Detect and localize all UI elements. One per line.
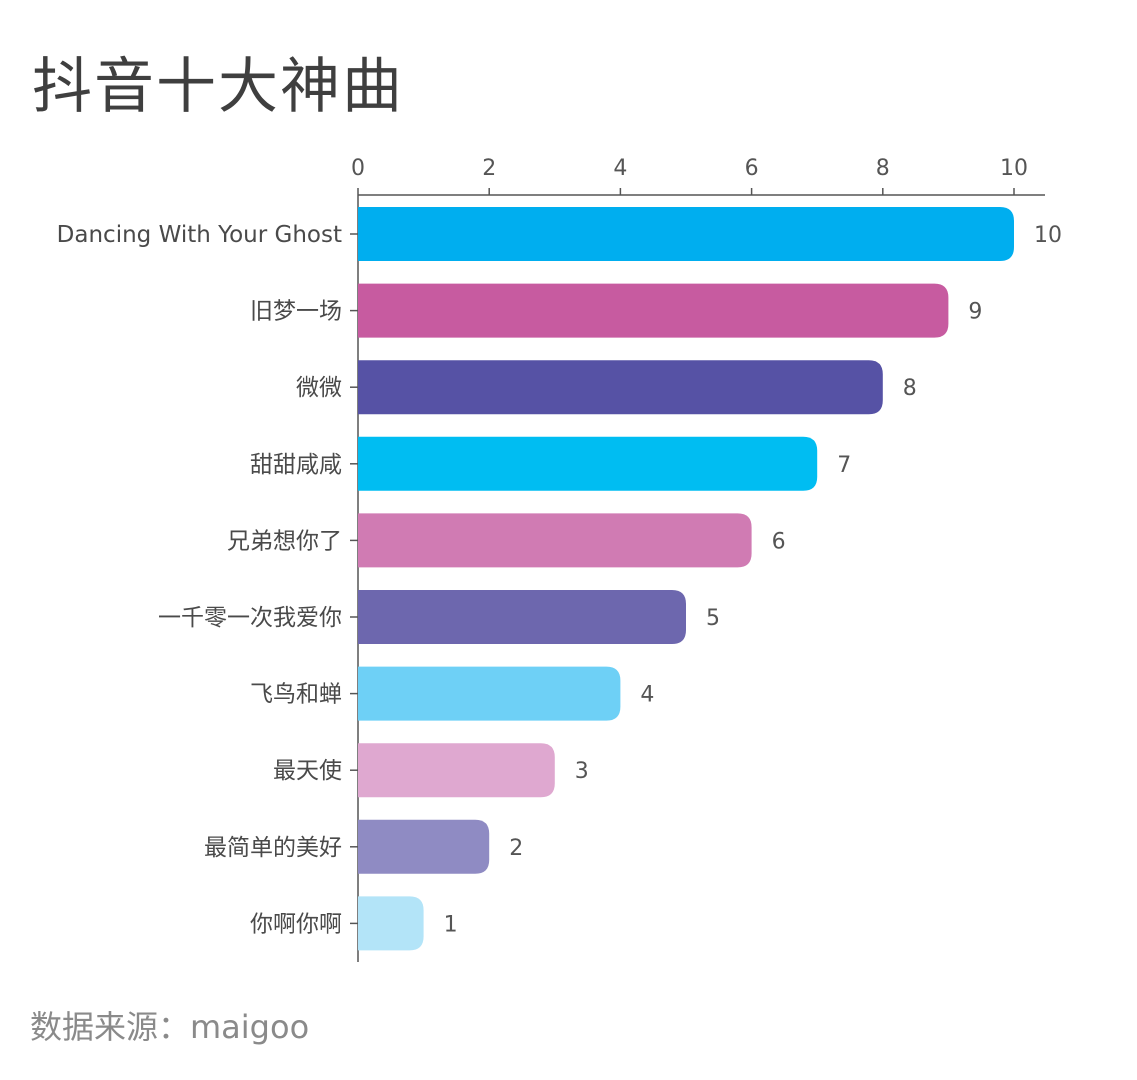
bar-9 [358, 896, 424, 951]
bar-value-label-7: 3 [575, 759, 589, 784]
category-label-8: 最简单的美好 [204, 835, 342, 861]
bar-value-label-4: 6 [772, 529, 786, 554]
bar-8 [358, 819, 490, 874]
category-label-2: 微微 [296, 375, 342, 401]
category-label-7: 最天使 [273, 758, 342, 784]
category-label-4: 兄弟想你了 [227, 528, 342, 554]
x-tick-label-0: 0 [351, 156, 365, 181]
x-tick-label-2: 4 [613, 156, 627, 181]
category-label-3: 甜甜咸咸 [250, 452, 342, 478]
data-source-note: 数据来源：maigoo [30, 1008, 310, 1046]
bar-value-label-8: 2 [509, 836, 523, 861]
bar-value-label-2: 8 [903, 376, 917, 401]
bar-value-label-0: 10 [1034, 223, 1062, 248]
bar-value-label-9: 1 [444, 912, 458, 937]
category-label-1: 旧梦一场 [250, 299, 342, 325]
category-label-5: 一千零一次我爱你 [158, 605, 342, 631]
x-tick-label-4: 8 [876, 156, 890, 181]
category-label-0: Dancing With Your Ghost [57, 222, 342, 248]
bar-6 [358, 666, 621, 721]
bar-3 [358, 436, 818, 491]
category-label-6: 飞鸟和蝉 [250, 682, 342, 708]
bar-7 [358, 743, 555, 798]
x-tick-label-3: 6 [745, 156, 759, 181]
bar-0 [358, 207, 1014, 261]
x-tick-label-1: 2 [482, 156, 496, 181]
bar-1 [358, 283, 949, 338]
bar-value-label-3: 7 [837, 453, 851, 478]
bar-value-label-5: 5 [706, 606, 720, 631]
bar-4 [358, 513, 752, 568]
chart-title: 抖音十大神曲 [32, 52, 404, 122]
bar-value-label-1: 9 [968, 300, 982, 325]
bar-5 [358, 590, 686, 644]
x-tick-label-5: 10 [1000, 156, 1028, 181]
bar-value-label-6: 4 [640, 683, 654, 708]
bar-2 [358, 360, 883, 415]
category-label-9: 你啊你啊 [250, 911, 342, 937]
